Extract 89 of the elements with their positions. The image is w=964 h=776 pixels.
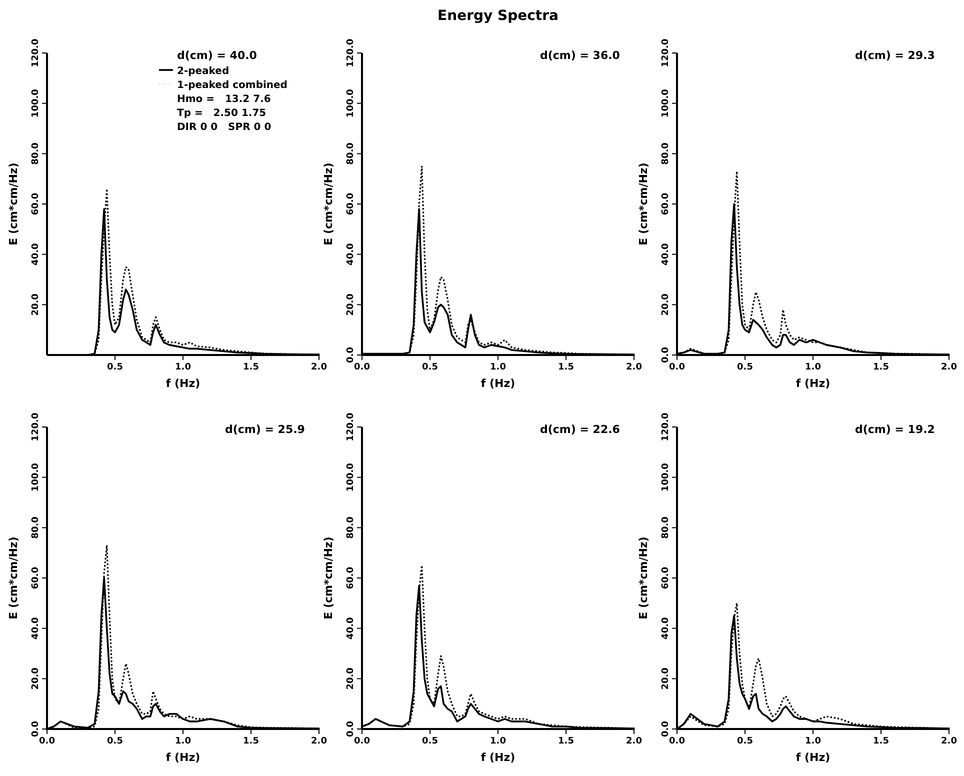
x-axis-title: f (Hz) — [166, 751, 200, 764]
x-tick-label: 0.0 — [669, 362, 685, 372]
y-tick-label: 80.0 — [346, 142, 356, 165]
annotation: Tp = 2.50 1.75 — [177, 108, 266, 119]
y-tick-label: 80.0 — [31, 142, 41, 165]
chart-title: Energy Spectra — [438, 8, 558, 24]
annotation: d(cm) = 36.0 — [540, 49, 620, 62]
x-tick-label: 2.0 — [626, 362, 642, 372]
x-tick-label: 0.0 — [669, 736, 685, 746]
x-tick-label: 1.5 — [243, 736, 259, 746]
x-axis-title: f (Hz) — [796, 377, 830, 390]
x-tick-label: 0.0 — [354, 736, 370, 746]
y-axis-title: E (cm*cm/Hz) — [637, 536, 650, 620]
y-tick-label: 120.0 — [346, 412, 356, 442]
y-tick-label: 20.0 — [346, 294, 356, 316]
y-tick-label: 80.0 — [31, 516, 41, 539]
x-axis-title: f (Hz) — [480, 377, 516, 390]
y-tick-label: 100.0 — [661, 89, 671, 118]
y-tick-label: 20.0 — [661, 668, 671, 690]
y-tick-label: 40.0 — [31, 243, 41, 266]
annotation: d(cm) = 29.3 — [855, 49, 935, 62]
x-tick-label: 2.0 — [311, 736, 327, 746]
y-tick-label: 40.0 — [346, 243, 356, 266]
x-tick-label: 0.0 — [39, 736, 55, 746]
x-tick-label: 2.0 — [311, 362, 327, 372]
y-tick-label: 100.0 — [661, 463, 671, 492]
y-tick-label: 120.0 — [31, 412, 41, 442]
x-tick-label: 2.0 — [941, 362, 957, 372]
y-axis-title: E (cm*cm/Hz) — [637, 162, 650, 246]
annotation: d(cm) = 22.6 — [540, 423, 620, 436]
y-tick-label: 80.0 — [661, 142, 671, 165]
y-tick-label: 40.0 — [661, 617, 671, 640]
x-tick-label: 0.5 — [737, 362, 753, 372]
y-tick-label: 60.0 — [661, 192, 671, 216]
x-axis-title: f (Hz) — [480, 751, 516, 764]
y-tick-label: 100.0 — [346, 463, 356, 492]
y-tick-label: 20.0 — [31, 294, 41, 316]
x-tick-label: 1.5 — [558, 736, 574, 746]
y-tick-label: 20.0 — [31, 668, 41, 690]
y-tick-label: 120.0 — [346, 38, 356, 68]
x-tick-label: 0.5 — [422, 736, 438, 746]
y-axis-title: E (cm*cm/Hz) — [7, 536, 20, 620]
legend-label: 1-peaked combined — [177, 80, 288, 91]
y-tick-label: 80.0 — [346, 516, 356, 539]
x-tick-label: 1.0 — [805, 362, 821, 372]
y-tick-label: 40.0 — [346, 617, 356, 640]
y-tick-label: 100.0 — [346, 89, 356, 118]
x-tick-label: 2.0 — [941, 736, 957, 746]
x-tick-label: 1.5 — [558, 362, 574, 372]
y-tick-label: 60.0 — [346, 566, 356, 590]
annotation: d(cm) = 25.9 — [225, 423, 305, 436]
y-tick-label: 120.0 — [31, 38, 41, 68]
x-tick-label: 0.5 — [107, 736, 123, 746]
legend-label: 2-peaked — [177, 66, 230, 77]
x-tick-label: 0.5 — [107, 362, 123, 372]
x-tick-label: 2.0 — [626, 736, 642, 746]
y-axis-title: E (cm*cm/Hz) — [7, 162, 20, 246]
x-axis-title: f (Hz) — [166, 377, 200, 390]
x-tick-label: 1.0 — [805, 736, 821, 746]
annotation: Hmo = 13.2 7.6 — [177, 94, 271, 105]
y-tick-label: 40.0 — [661, 243, 671, 266]
x-tick-label: 1.5 — [873, 362, 889, 372]
y-axis-title: E (cm*cm/Hz) — [322, 536, 335, 620]
y-tick-label: 120.0 — [661, 412, 671, 442]
annotation: d(cm) = 19.2 — [855, 423, 935, 436]
x-tick-label: 0.5 — [737, 736, 753, 746]
x-axis-title: f (Hz) — [796, 751, 830, 764]
x-tick-label: 1.0 — [490, 362, 506, 372]
y-tick-label: 80.0 — [661, 516, 671, 539]
y-axis-title: E (cm*cm/Hz) — [322, 162, 335, 246]
x-tick-label: 1.0 — [490, 736, 506, 746]
x-tick-label: 1.5 — [873, 736, 889, 746]
y-tick-label: 120.0 — [661, 38, 671, 68]
y-tick-label: 60.0 — [31, 566, 41, 590]
annotation: DIR 0 0 SPR 0 0 — [177, 122, 272, 133]
y-tick-label: 100.0 — [31, 89, 41, 118]
x-tick-label: 1.5 — [243, 362, 259, 372]
x-tick-label: 1.0 — [175, 736, 191, 746]
y-tick-label: 100.0 — [31, 463, 41, 492]
x-tick-label: 1.0 — [175, 362, 191, 372]
y-tick-label: 40.0 — [31, 617, 41, 640]
y-tick-label: 60.0 — [661, 566, 671, 590]
annotation: d(cm) = 40.0 — [177, 49, 258, 62]
x-tick-label: 0.5 — [422, 362, 438, 372]
y-tick-label: 60.0 — [346, 192, 356, 216]
y-tick-label: 20.0 — [346, 668, 356, 690]
y-tick-label: 20.0 — [661, 294, 671, 316]
y-tick-label: 60.0 — [31, 192, 41, 216]
x-tick-label: 0.0 — [354, 362, 370, 372]
